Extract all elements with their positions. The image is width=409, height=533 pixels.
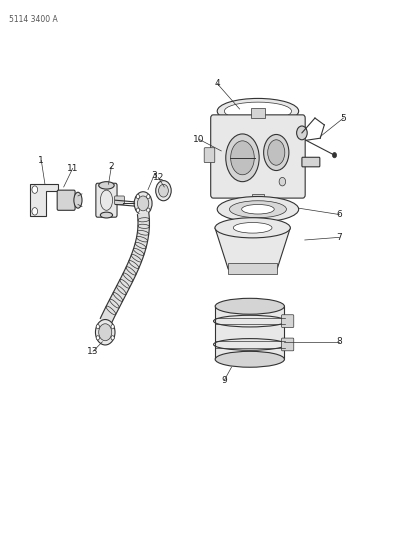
Ellipse shape	[215, 351, 284, 367]
FancyBboxPatch shape	[210, 115, 304, 198]
Text: 5114 3400 A: 5114 3400 A	[9, 14, 57, 23]
Ellipse shape	[74, 192, 82, 208]
Circle shape	[111, 325, 114, 329]
Text: 3: 3	[151, 171, 157, 180]
Ellipse shape	[217, 99, 298, 124]
Ellipse shape	[229, 201, 286, 217]
Circle shape	[332, 152, 336, 158]
Ellipse shape	[99, 324, 112, 341]
Circle shape	[32, 186, 38, 193]
Circle shape	[136, 208, 139, 212]
FancyBboxPatch shape	[252, 195, 263, 204]
Text: 1: 1	[38, 156, 44, 165]
Ellipse shape	[137, 196, 148, 211]
Ellipse shape	[224, 102, 291, 120]
Ellipse shape	[233, 222, 271, 233]
FancyBboxPatch shape	[281, 338, 293, 351]
Circle shape	[136, 195, 139, 199]
Ellipse shape	[217, 197, 298, 222]
Polygon shape	[30, 184, 58, 216]
Text: 6: 6	[336, 210, 342, 219]
Ellipse shape	[241, 205, 274, 214]
Text: 8: 8	[336, 337, 342, 346]
Ellipse shape	[134, 192, 152, 215]
Circle shape	[111, 336, 114, 340]
Circle shape	[96, 325, 99, 329]
Polygon shape	[100, 212, 149, 326]
Circle shape	[32, 208, 38, 215]
Text: 2: 2	[108, 163, 114, 171]
Ellipse shape	[215, 298, 284, 314]
Polygon shape	[214, 228, 290, 269]
Text: 11: 11	[67, 164, 78, 173]
Text: 12: 12	[152, 173, 164, 182]
FancyBboxPatch shape	[204, 148, 214, 163]
FancyBboxPatch shape	[281, 315, 293, 327]
Text: 4: 4	[214, 79, 220, 88]
Circle shape	[279, 177, 285, 186]
Text: 7: 7	[336, 233, 342, 242]
Circle shape	[96, 336, 99, 340]
Ellipse shape	[158, 184, 168, 197]
Circle shape	[146, 195, 150, 199]
Ellipse shape	[225, 134, 258, 182]
FancyBboxPatch shape	[228, 263, 276, 274]
Circle shape	[146, 208, 150, 212]
Text: 5: 5	[340, 114, 346, 123]
Text: 10: 10	[193, 135, 204, 144]
Circle shape	[296, 126, 306, 140]
FancyBboxPatch shape	[301, 157, 319, 167]
FancyBboxPatch shape	[96, 183, 117, 217]
Ellipse shape	[100, 212, 112, 218]
Text: 13: 13	[87, 347, 99, 356]
Ellipse shape	[267, 140, 284, 165]
FancyBboxPatch shape	[250, 109, 265, 118]
Ellipse shape	[263, 134, 288, 171]
Text: 9: 9	[221, 376, 227, 385]
Ellipse shape	[214, 217, 290, 238]
Ellipse shape	[99, 182, 114, 189]
FancyBboxPatch shape	[57, 190, 75, 211]
Ellipse shape	[95, 319, 115, 345]
Ellipse shape	[230, 141, 254, 175]
Ellipse shape	[155, 181, 171, 201]
FancyBboxPatch shape	[215, 306, 284, 359]
FancyBboxPatch shape	[115, 196, 124, 205]
